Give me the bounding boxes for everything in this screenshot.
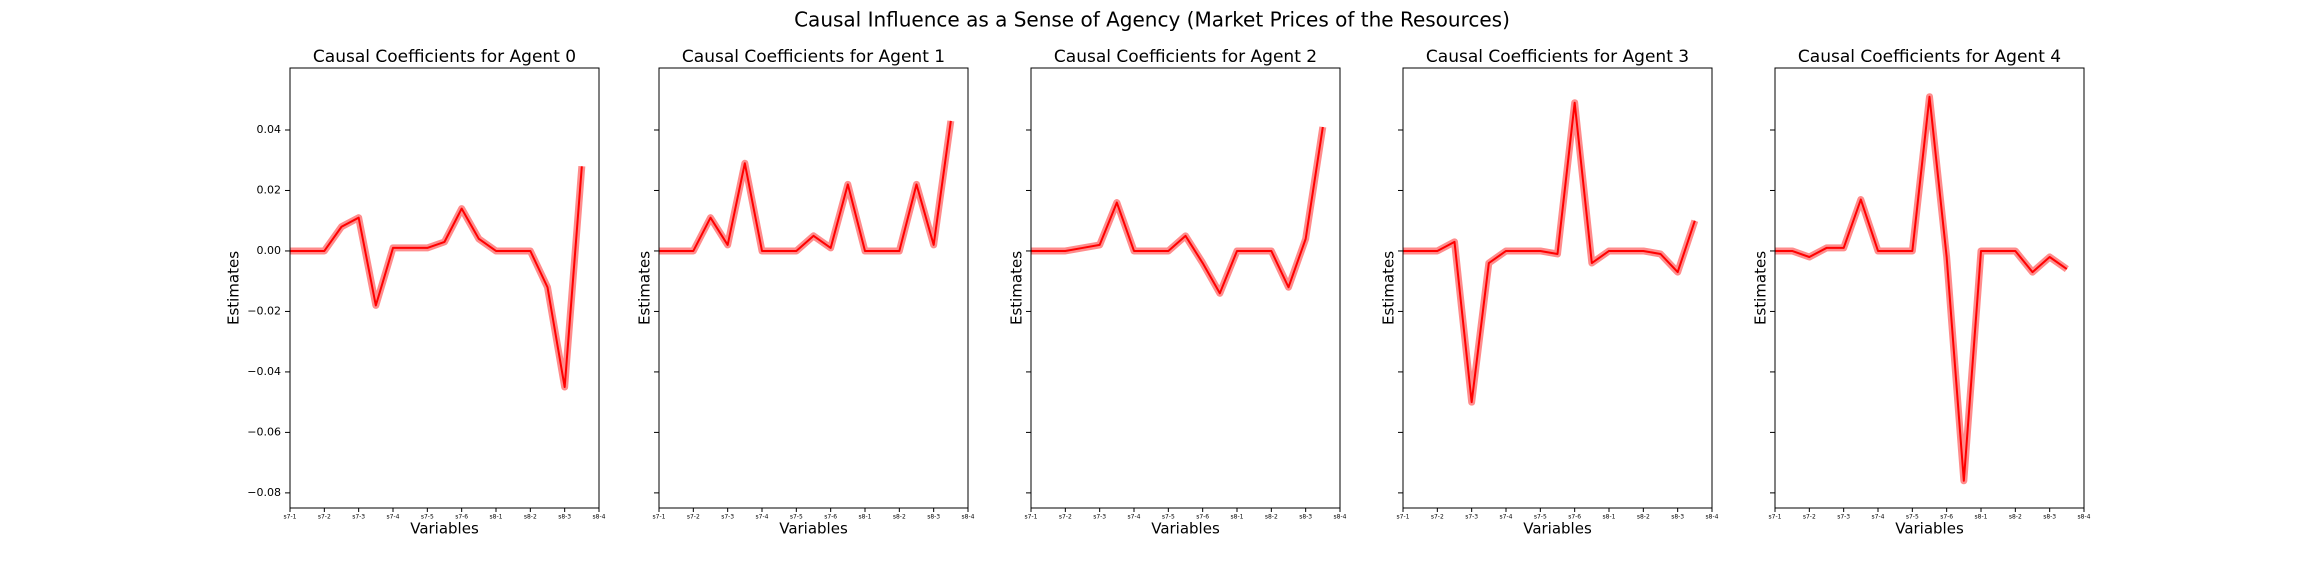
subplot: Causal Coefficients for Agent 1 Variables… (636, 47, 975, 538)
x-tick-label: s8-4 (2078, 514, 2091, 521)
y-axis-label: Estimates (1008, 251, 1026, 325)
y-axis-label: Estimates (636, 251, 654, 325)
x-tick-label: s7-5 (1162, 514, 1175, 521)
x-tick-label: s7-3 (721, 514, 734, 521)
x-axis-label: Variables (1151, 520, 1220, 538)
x-tick-label: s7-2 (1431, 514, 1444, 521)
x-tick-label: s7-5 (790, 514, 803, 521)
y-tick-label: 0.02 (257, 183, 282, 196)
x-tick-label: s8-1 (1603, 514, 1616, 521)
y-axis-label: Estimates (1380, 251, 1398, 325)
x-tick-label: s7-4 (1872, 514, 1885, 521)
y-tick-label: 0.00 (257, 244, 282, 257)
plot-frame (1402, 67, 1713, 509)
estimate-line (659, 120, 952, 252)
subplot-title: Causal Coefficients for Agent 1 (682, 47, 945, 67)
x-tick-label: s7-6 (1196, 514, 1209, 521)
x-tick-label: s7-1 (1025, 514, 1038, 521)
plot-frame (1774, 67, 2085, 509)
x-tick-label: s7-1 (653, 514, 666, 521)
y-tick-label: −0.04 (247, 365, 281, 378)
plot-frame (1030, 67, 1341, 509)
x-tick-label: s8-3 (558, 514, 571, 521)
subplot: Causal Coefficients for Agent 3 Variables… (1380, 47, 1719, 538)
x-tick-label: s8-1 (859, 514, 872, 521)
x-tick-label: s8-2 (1637, 514, 1650, 521)
x-tick-label: s8-1 (1231, 514, 1244, 521)
x-tick-label: s8-4 (593, 514, 606, 521)
x-axis-label: Variables (1523, 520, 1592, 538)
x-tick-label: s8-4 (962, 514, 975, 521)
x-tick-label: s8-2 (1265, 514, 1278, 521)
x-tick-label: s7-5 (1906, 514, 1919, 521)
x-tick-label: s7-3 (352, 514, 365, 521)
x-tick-label: s7-3 (1093, 514, 1106, 521)
x-tick-label: s7-6 (824, 514, 837, 521)
y-tick-label: −0.02 (247, 304, 281, 317)
x-tick-label: s8-2 (2009, 514, 2022, 521)
estimate-line (1403, 101, 1696, 404)
subplot-title: Causal Coefficients for Agent 4 (1798, 47, 2061, 67)
x-tick-label: s8-1 (490, 514, 503, 521)
plot-frame (658, 67, 969, 509)
confidence-band (1775, 93, 2069, 485)
plot-frame (289, 67, 600, 509)
x-tick-label: s7-5 (1534, 514, 1547, 521)
estimate-line (290, 166, 583, 389)
x-tick-label: s8-3 (1299, 514, 1312, 521)
x-axis-label: Variables (1895, 520, 1964, 538)
y-axis-label: Estimates (225, 251, 243, 325)
subplot: Causal Coefficients for Agent 2 Variables… (1008, 47, 1347, 538)
x-tick-label: s7-4 (1128, 514, 1141, 521)
estimate-line (1775, 95, 2068, 482)
figure-title: Causal Influence as a Sense of Agency (M… (794, 8, 1510, 32)
y-tick-label: −0.08 (247, 486, 281, 499)
x-tick-label: s8-4 (1706, 514, 1719, 521)
estimate-line (1031, 126, 1324, 295)
subplot-title: Causal Coefficients for Agent 3 (1426, 47, 1689, 67)
x-tick-label: s7-3 (1465, 514, 1478, 521)
confidence-band (290, 166, 586, 391)
x-tick-label: s8-2 (524, 514, 537, 521)
subplot-title: Causal Coefficients for Agent 0 (313, 47, 576, 67)
x-tick-label: s8-3 (2043, 514, 2056, 521)
x-axis-label: Variables (779, 520, 848, 538)
subplot-title: Causal Coefficients for Agent 2 (1054, 47, 1317, 67)
y-tick-label: 0.04 (257, 123, 282, 136)
x-tick-label: s7-2 (687, 514, 700, 521)
x-tick-label: s8-1 (1975, 514, 1988, 521)
x-tick-label: s7-1 (1397, 514, 1410, 521)
x-tick-label: s7-6 (1940, 514, 1953, 521)
x-tick-label: s8-3 (927, 514, 940, 521)
x-tick-label: s7-2 (1059, 514, 1072, 521)
x-tick-label: s7-2 (1803, 514, 1816, 521)
x-tick-label: s7-6 (1568, 514, 1581, 521)
x-tick-label: s7-2 (318, 514, 331, 521)
y-axis-label: Estimates (1752, 251, 1770, 325)
x-tick-label: s7-1 (1769, 514, 1782, 521)
x-tick-label: s7-1 (284, 514, 297, 521)
x-tick-label: s7-6 (455, 514, 468, 521)
x-tick-label: s8-2 (893, 514, 906, 521)
x-tick-label: s7-3 (1837, 514, 1850, 521)
x-tick-label: s8-4 (1334, 514, 1347, 521)
x-tick-label: s7-5 (421, 514, 434, 521)
subplot: Causal Coefficients for Agent 0 Variables… (225, 47, 606, 538)
x-tick-label: s8-3 (1671, 514, 1684, 521)
x-tick-label: s7-4 (1500, 514, 1513, 521)
y-tick-label: −0.06 (247, 425, 281, 438)
x-axis-label: Variables (410, 520, 479, 538)
subplot: Causal Coefficients for Agent 4 Variables… (1752, 47, 2091, 538)
x-tick-label: s7-4 (387, 514, 400, 521)
x-tick-label: s7-4 (756, 514, 769, 521)
